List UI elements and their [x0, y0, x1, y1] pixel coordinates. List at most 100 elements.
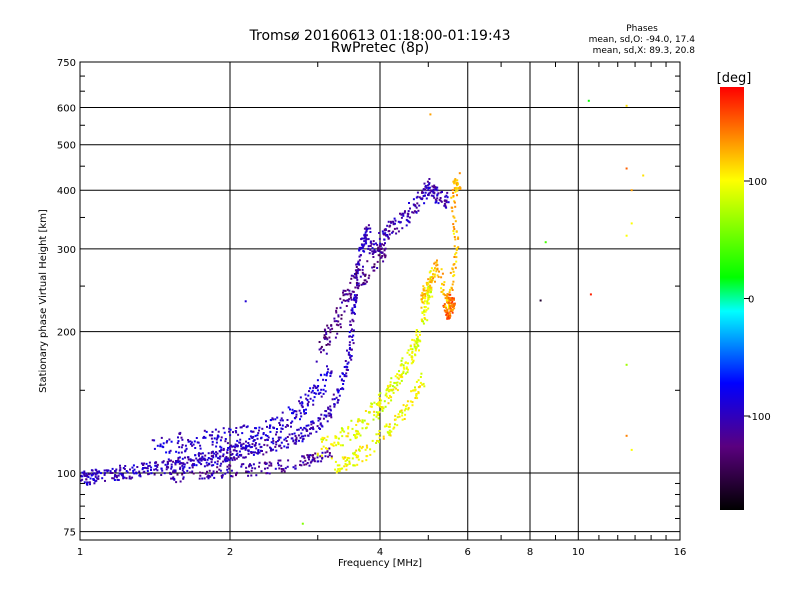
- data-point: [261, 450, 263, 452]
- data-point: [411, 404, 414, 407]
- data-point: [299, 460, 302, 463]
- data-point: [383, 249, 386, 252]
- data-point: [345, 468, 348, 471]
- data-point: [443, 202, 446, 205]
- data-point: [355, 275, 358, 278]
- data-point: [436, 259, 438, 262]
- data-point: [400, 216, 403, 219]
- data-point: [116, 478, 119, 481]
- data-point: [199, 474, 202, 477]
- data-point: [407, 210, 410, 213]
- data-point: [197, 441, 200, 444]
- data-point: [122, 467, 125, 469]
- data-point: [287, 424, 289, 427]
- data-point: [329, 408, 332, 411]
- data-point: [435, 188, 438, 191]
- data-point: [457, 246, 460, 249]
- data-point: [317, 392, 320, 395]
- data-point: [421, 190, 424, 193]
- data-point: [377, 249, 380, 252]
- data-point: [210, 461, 213, 464]
- data-point: [147, 465, 150, 468]
- data-point: [394, 418, 397, 421]
- data-point: [334, 468, 337, 471]
- data-point: [305, 408, 307, 411]
- data-point: [384, 405, 387, 408]
- data-point: [245, 440, 247, 443]
- data-point: [191, 466, 194, 469]
- data-point: [320, 454, 323, 457]
- data-point: [213, 437, 216, 440]
- data-point: [230, 475, 232, 477]
- data-point: [272, 426, 275, 429]
- y-tick-label: 100: [57, 469, 76, 480]
- data-point: [348, 331, 351, 334]
- data-point: [380, 248, 383, 250]
- data-point: [415, 211, 418, 214]
- data-point: [449, 306, 452, 309]
- data-point: [400, 359, 403, 362]
- data-point: [302, 455, 305, 458]
- data-point: [306, 404, 309, 407]
- data-point: [446, 297, 449, 300]
- data-point: [423, 296, 426, 299]
- data-point: [379, 242, 382, 245]
- data-point: [226, 468, 229, 471]
- data-point: [293, 442, 296, 445]
- data-point: [412, 211, 415, 214]
- data-point: [433, 262, 436, 265]
- data-point: [322, 348, 325, 351]
- data-point: [81, 471, 84, 474]
- data-point: [313, 460, 316, 463]
- data-point: [109, 470, 112, 473]
- data-point: [396, 376, 399, 379]
- data-point: [378, 430, 381, 432]
- data-point: [189, 459, 192, 462]
- data-point: [114, 470, 116, 472]
- data-point: [453, 263, 456, 265]
- data-point: [335, 307, 338, 310]
- data-point: [306, 403, 309, 405]
- data-point: [363, 240, 366, 243]
- data-point: [178, 446, 181, 449]
- data-point: [268, 461, 271, 464]
- data-point: [426, 286, 429, 289]
- x-axis-label: Frequency [MHz]: [338, 558, 422, 569]
- data-point: [290, 421, 293, 424]
- data-point: [364, 273, 367, 276]
- data-point: [327, 407, 330, 410]
- data-point: [156, 465, 159, 468]
- data-point: [447, 317, 450, 320]
- data-point: [448, 307, 450, 310]
- data-point: [322, 388, 325, 391]
- data-point: [625, 234, 628, 237]
- data-point: [212, 454, 215, 457]
- data-point: [146, 467, 149, 470]
- data-point: [353, 434, 356, 436]
- data-point: [371, 247, 374, 250]
- data-point: [225, 457, 228, 460]
- data-point: [120, 473, 123, 476]
- data-point: [381, 255, 384, 257]
- data-point: [153, 468, 156, 471]
- data-point: [182, 471, 185, 474]
- data-point: [308, 458, 310, 461]
- data-point: [398, 370, 400, 373]
- data-point: [283, 470, 286, 473]
- data-point: [365, 238, 368, 241]
- data-point: [226, 465, 229, 468]
- data-point: [218, 457, 221, 460]
- data-point: [343, 456, 346, 459]
- data-point: [177, 436, 179, 439]
- data-point: [335, 471, 338, 474]
- data-point: [294, 442, 297, 445]
- data-point: [254, 442, 257, 444]
- data-point: [371, 439, 374, 442]
- data-point: [449, 271, 452, 274]
- data-point: [348, 457, 351, 460]
- data-point: [386, 387, 389, 390]
- data-point: [187, 440, 190, 443]
- data-point: [359, 254, 362, 257]
- data-point: [240, 465, 243, 468]
